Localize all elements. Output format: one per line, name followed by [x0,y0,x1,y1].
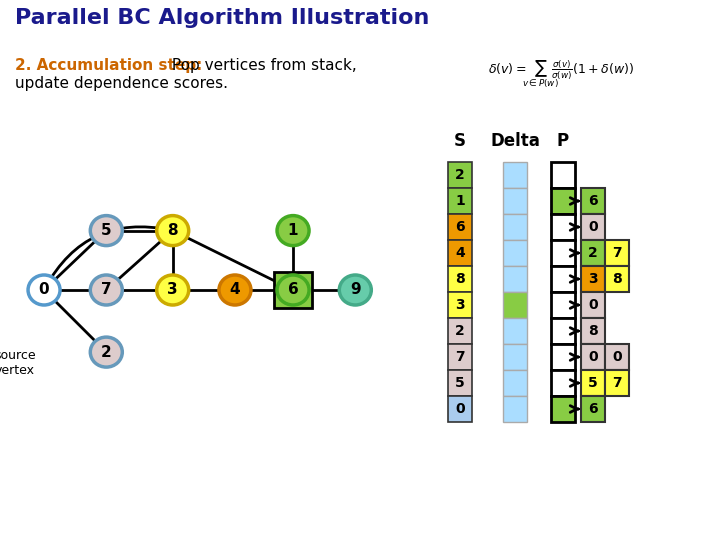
Text: 7: 7 [612,376,622,390]
FancyBboxPatch shape [503,240,527,266]
FancyBboxPatch shape [503,396,527,422]
Ellipse shape [90,215,122,246]
Text: 7: 7 [455,350,465,364]
Text: 7: 7 [101,282,112,298]
FancyBboxPatch shape [448,214,472,240]
FancyBboxPatch shape [448,396,472,422]
Text: 8: 8 [612,272,622,286]
FancyBboxPatch shape [448,318,472,344]
Text: 2: 2 [588,246,598,260]
Text: Pop vertices from stack,: Pop vertices from stack, [167,58,356,73]
FancyBboxPatch shape [503,266,527,292]
FancyBboxPatch shape [503,188,527,214]
FancyBboxPatch shape [581,292,605,318]
FancyBboxPatch shape [551,344,575,370]
Text: $\delta(v)=\!\!\!\sum_{v\in P(w)}\!\!\!\frac{\sigma(v)}{\sigma(w)}(1+\delta(w))$: $\delta(v)=\!\!\!\sum_{v\in P(w)}\!\!\!\… [488,58,634,90]
FancyBboxPatch shape [551,240,575,266]
FancyBboxPatch shape [503,344,527,370]
FancyBboxPatch shape [448,344,472,370]
Text: 6: 6 [288,282,298,298]
Text: 3: 3 [167,282,178,298]
Ellipse shape [90,275,122,305]
FancyBboxPatch shape [503,292,527,318]
Text: 0: 0 [588,220,598,234]
Text: 6: 6 [588,194,598,208]
FancyBboxPatch shape [448,266,472,292]
Text: 0: 0 [588,298,598,312]
Text: 2: 2 [455,324,465,338]
Text: P: P [557,132,569,150]
FancyBboxPatch shape [551,396,575,422]
Ellipse shape [277,275,309,305]
Text: 7: 7 [612,246,622,260]
FancyBboxPatch shape [581,214,605,240]
Text: update dependence scores.: update dependence scores. [15,76,228,91]
FancyBboxPatch shape [551,292,575,318]
Text: 0: 0 [588,350,598,364]
Text: S: S [454,132,466,150]
FancyBboxPatch shape [503,318,527,344]
Text: 0: 0 [612,350,622,364]
Text: 8: 8 [588,324,598,338]
Text: source
vertex: source vertex [0,349,36,377]
FancyBboxPatch shape [448,240,472,266]
FancyBboxPatch shape [581,370,605,396]
FancyBboxPatch shape [448,370,472,396]
Text: 9: 9 [350,282,361,298]
Ellipse shape [339,275,372,305]
Text: 5: 5 [588,376,598,390]
Text: 0: 0 [39,282,50,298]
Text: 8: 8 [167,223,178,238]
FancyBboxPatch shape [605,240,629,266]
Text: 1: 1 [288,223,298,238]
FancyBboxPatch shape [581,188,605,214]
Text: 5: 5 [101,223,112,238]
FancyBboxPatch shape [448,188,472,214]
FancyBboxPatch shape [503,370,527,396]
Text: 2. Accumulation step:: 2. Accumulation step: [15,58,202,73]
FancyBboxPatch shape [551,266,575,292]
FancyBboxPatch shape [503,214,527,240]
FancyBboxPatch shape [581,240,605,266]
FancyBboxPatch shape [581,396,605,422]
FancyBboxPatch shape [581,266,605,292]
FancyBboxPatch shape [274,272,312,308]
Ellipse shape [157,275,189,305]
FancyBboxPatch shape [605,344,629,370]
Text: 4: 4 [230,282,240,298]
Text: Parallel BC Algorithm Illustration: Parallel BC Algorithm Illustration [15,8,429,28]
FancyBboxPatch shape [581,318,605,344]
FancyBboxPatch shape [551,318,575,344]
Text: 6: 6 [588,402,598,416]
Text: 4: 4 [455,246,465,260]
Text: 6: 6 [455,220,465,234]
Text: 3: 3 [455,298,465,312]
FancyBboxPatch shape [605,370,629,396]
Text: 5: 5 [455,376,465,390]
Ellipse shape [277,215,309,246]
Text: 1: 1 [455,194,465,208]
FancyBboxPatch shape [503,162,527,188]
FancyBboxPatch shape [551,214,575,240]
Ellipse shape [219,275,251,305]
FancyBboxPatch shape [448,162,472,188]
Text: 3: 3 [588,272,598,286]
Text: 8: 8 [455,272,465,286]
FancyBboxPatch shape [551,188,575,214]
FancyBboxPatch shape [551,162,575,188]
Text: 0: 0 [455,402,465,416]
Ellipse shape [90,337,122,367]
Text: 2: 2 [101,345,112,360]
Ellipse shape [28,275,60,305]
FancyBboxPatch shape [605,266,629,292]
Ellipse shape [157,215,189,246]
FancyBboxPatch shape [581,344,605,370]
FancyBboxPatch shape [551,370,575,396]
Text: 2: 2 [455,168,465,182]
Text: Delta: Delta [490,132,540,150]
FancyBboxPatch shape [448,292,472,318]
